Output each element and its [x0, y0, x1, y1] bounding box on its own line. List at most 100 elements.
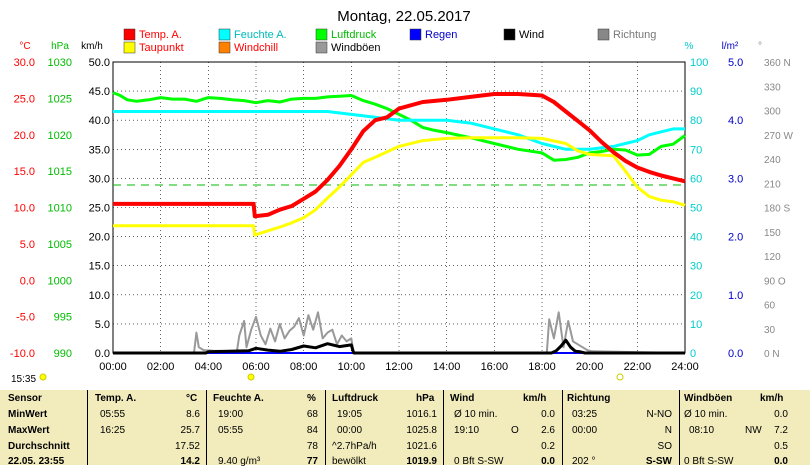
temp-axis-tick: 0.0: [20, 275, 35, 287]
hum-min-time: 19:00: [218, 409, 244, 420]
row-label-max: MaxWert: [8, 425, 50, 436]
humidity-axis-tick: 90: [690, 86, 702, 98]
legend-swatch: [123, 28, 136, 41]
temp-axis-tick: 25.0: [14, 93, 35, 105]
legend-swatch: [123, 41, 136, 54]
pressure-axis-tick: 1020: [48, 130, 72, 142]
series-windböen: [113, 311, 686, 354]
legend-label: Temp. A.: [139, 29, 182, 41]
wind-max-dir: O: [511, 425, 519, 436]
series-taupunkt: [113, 136, 686, 237]
press-unit-label: hPa: [51, 41, 69, 52]
wind-axis-tick: 30.0: [89, 173, 110, 185]
gust-header: Windböen: [684, 393, 733, 404]
legend-label: Richtung: [613, 29, 656, 41]
series-feuchte-a-: [113, 110, 685, 151]
gust-avg: 0.5: [774, 441, 788, 452]
temp-last: 14.2: [180, 456, 200, 467]
direction-axis-tick: 90 O: [764, 276, 786, 287]
sunrise-marker: [39, 373, 47, 381]
wind-unit: km/h: [523, 393, 547, 404]
x-axis-tick: 12:00: [385, 361, 413, 373]
tick-labels: 30.025.020.015.010.05.00.0-5.0-10.010301…: [10, 57, 794, 373]
x-axis-tick: 20:00: [576, 361, 604, 373]
direction-axis-tick: 300: [764, 107, 781, 118]
x-axis-tick: 08:00: [290, 361, 318, 373]
press-trend: ^2.7hPa/h: [332, 441, 377, 452]
legend-label: Wind: [519, 29, 544, 41]
legend-swatch: [409, 28, 422, 41]
humidity-axis-tick: 40: [690, 232, 702, 244]
dir-last: S-SW: [645, 456, 672, 467]
humidity-axis-tick: 60: [690, 173, 702, 185]
temp-axis-tick: -5.0: [16, 312, 35, 324]
legend-swatch: [315, 41, 328, 54]
wind-last: 0.0: [541, 456, 555, 467]
axis-units: °C hPa km/h% l/m² °: [19, 41, 762, 52]
x-axis-tick: 06:00: [242, 361, 270, 373]
row-label-last: 22.05. 23:55: [8, 456, 65, 467]
x-axis-tick: 00:00: [99, 361, 127, 373]
pressure-axis-tick: 1005: [48, 239, 72, 251]
gust-min: 0.0: [774, 409, 788, 420]
rain-axis-tick: 5.0: [728, 57, 743, 69]
humidity-axis-tick: 70: [690, 144, 702, 156]
gust-min-time: Ø 10 min.: [684, 409, 728, 420]
press-avg: 1021.6: [406, 441, 437, 452]
wind-axis-tick: 20.0: [89, 232, 110, 244]
press-last: 1019.9: [406, 456, 437, 467]
pressure-axis-tick: 1015: [48, 166, 72, 178]
series-temp-a-: [113, 92, 686, 219]
wind-axis-tick: 15.0: [89, 261, 110, 273]
direction-axis-tick: 210: [764, 179, 781, 190]
temp-axis-tick: 30.0: [14, 57, 35, 69]
humidity-axis-tick: 30: [690, 261, 702, 273]
legend-swatch: [597, 28, 610, 41]
series-wind: [113, 338, 685, 355]
wind-bft: 0 Bft S-SW: [454, 456, 504, 467]
temp-axis-tick: 20.0: [14, 130, 35, 142]
humidity-axis-tick: 50: [690, 203, 702, 215]
x-axis-tick: 10:00: [338, 361, 366, 373]
pressure-axis-tick: 995: [54, 312, 72, 324]
legend-swatch: [218, 41, 231, 54]
legend-label: Taupunkt: [139, 42, 184, 54]
wind-axis-tick: 0.0: [95, 348, 110, 360]
temp-max-time: 16:25: [100, 425, 126, 436]
x-axis-tick: 02:00: [147, 361, 175, 373]
wind-axis-tick: 50.0: [89, 57, 110, 69]
x-axis-tick: 18:00: [528, 361, 556, 373]
direction-axis-tick: 120: [764, 252, 781, 263]
pressure-axis-tick: 1025: [48, 93, 72, 105]
gust-bft: 0 Bft S-SW: [684, 456, 734, 467]
wind-avg: 0.2: [541, 441, 555, 452]
press-max: 1025.8: [406, 425, 437, 436]
legend-label: Windchill: [234, 42, 278, 54]
gust-max-time: 08:10: [689, 425, 715, 436]
x-axis-tick: 14:00: [433, 361, 461, 373]
hum-avg: 78: [306, 441, 318, 452]
dir-unit-label: °: [758, 41, 762, 52]
rain-axis-tick: 1.0: [728, 290, 743, 302]
temp-unit: °C: [186, 393, 198, 404]
sunset-marker: [616, 373, 624, 381]
temp-axis-tick: -10.0: [10, 348, 35, 360]
statistics-table: Sensor MinWert MaxWert Durchschnitt 22.0…: [0, 390, 810, 467]
press-min-time: 19:05: [337, 409, 363, 420]
legend-label: Feuchte A.: [234, 29, 287, 41]
temp-axis-tick: 15.0: [14, 166, 35, 178]
hum-unit-label: %: [685, 41, 694, 52]
weather-chart: Montag, 22.05.2017 Temp. A. Feuchte A. Luf…: [9, 8, 794, 385]
hum-header: Feuchte A.: [213, 393, 264, 404]
x-axis-tick: 04:00: [195, 361, 223, 373]
data-series: [112, 91, 686, 355]
direction-axis-tick: 240: [764, 155, 781, 166]
dir-min: N-NO: [646, 409, 672, 420]
temp-max: 25.7: [180, 425, 200, 436]
pressure-axis-tick: 1030: [48, 57, 72, 69]
gust-unit: km/h: [760, 393, 784, 404]
humidity-axis-tick: 10: [690, 319, 702, 331]
pressure-axis-tick: 990: [54, 348, 72, 360]
hum-min: 68: [306, 409, 318, 420]
wind-max: 2.6: [541, 425, 555, 436]
